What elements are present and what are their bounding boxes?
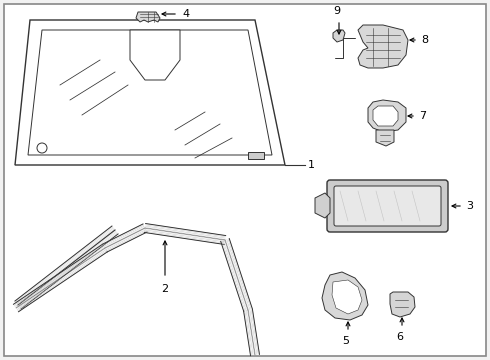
Text: 2: 2 [161, 284, 169, 294]
Polygon shape [368, 100, 406, 132]
Polygon shape [130, 30, 180, 80]
Polygon shape [136, 12, 160, 22]
FancyBboxPatch shape [334, 186, 441, 226]
Bar [248, 152, 264, 159]
Polygon shape [15, 20, 285, 165]
Polygon shape [390, 292, 415, 317]
FancyBboxPatch shape [327, 180, 448, 232]
Text: 7: 7 [419, 111, 426, 121]
Text: 1: 1 [308, 160, 315, 170]
Text: 4: 4 [182, 9, 189, 19]
Polygon shape [332, 280, 362, 314]
Polygon shape [322, 272, 368, 320]
Text: 5: 5 [343, 336, 349, 346]
Polygon shape [315, 193, 330, 218]
Text: 3: 3 [466, 201, 473, 211]
Polygon shape [358, 25, 408, 68]
Polygon shape [376, 130, 394, 146]
Text: 9: 9 [333, 6, 341, 16]
Text: 6: 6 [396, 332, 403, 342]
Polygon shape [333, 30, 345, 42]
Text: 8: 8 [421, 35, 428, 45]
Polygon shape [373, 106, 398, 126]
